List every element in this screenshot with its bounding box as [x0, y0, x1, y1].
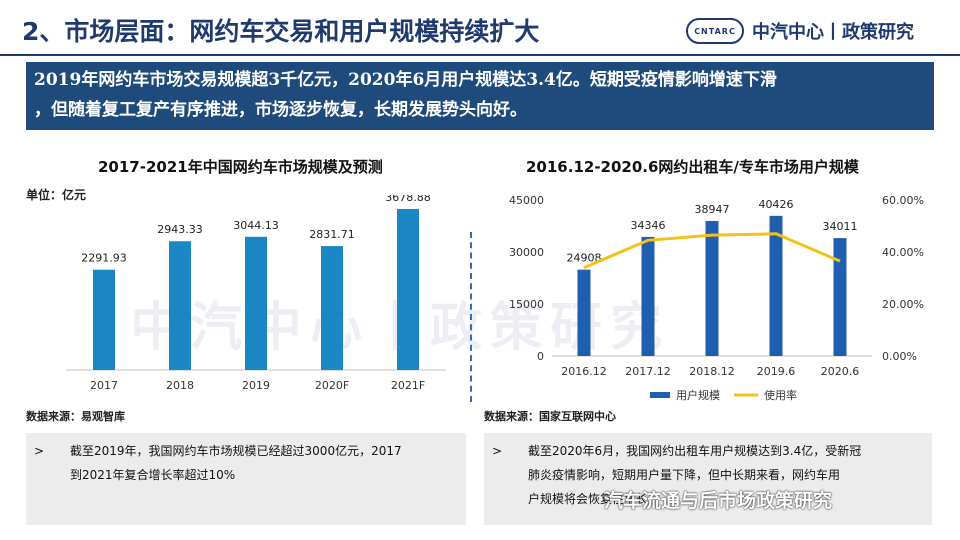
left-x-tick-label: 2017: [90, 379, 118, 392]
right-bar: [833, 238, 847, 356]
right-right-y-tick-label: 60.00%: [882, 194, 924, 207]
right-bar: [705, 220, 719, 356]
left-bar-value-label: 2831.71: [309, 228, 355, 241]
legend-line-label: 使用率: [764, 388, 797, 402]
left-bar-chart: 2291.93 2017 2943.33 2018 3044.13 2019 2831.71…: [66, 195, 446, 392]
left-chart-source: 数据来源：易观智库: [26, 410, 125, 423]
legend-bar-swatch-icon: [650, 392, 670, 398]
right-left-y-tick-label: 30000: [509, 246, 544, 259]
right-x-tick-label: 2019.6: [757, 365, 796, 378]
summary-line-1: 2019年网约车市场交易规模超3千亿元，2020年6月用户规模达3.4亿。短期受…: [34, 70, 777, 90]
left-bar: [321, 246, 343, 370]
left-x-tick-label: 2021F: [391, 379, 425, 392]
right-usage-rate-line: [583, 232, 841, 269]
header-divider: [0, 54, 960, 56]
right-chart-source: 数据来源：国家互联网中心: [484, 410, 616, 423]
left-chart-unit: 单位：亿元: [26, 188, 87, 202]
right-left-y-tick-label: 45000: [509, 194, 544, 207]
left-bar-value-label: 3678.88: [385, 195, 431, 204]
right-combo-chart: 0 15000 30000 45000 0.00% 20.00% 40.00% 60.00% 2…: [509, 194, 924, 402]
right-x-tick-label: 2016.12: [561, 365, 607, 378]
right-x-tick-label: 2020.6: [821, 365, 860, 378]
right-right-y-tick-label: 40.00%: [882, 246, 924, 259]
right-note-line-3: 户规模将会恢复性增长: [528, 492, 649, 506]
left-note-line-2: 到2021年复合增长率超过10%: [70, 468, 236, 482]
right-note-line-1: 截至2020年6月，我国网约出租车用户规模达到3.4亿，受新冠: [528, 444, 862, 458]
right-bar: [577, 269, 591, 356]
left-x-tick-label: 2019: [242, 379, 270, 392]
left-x-tick-label: 2018: [166, 379, 194, 392]
left-x-tick-label: 2020F: [315, 379, 349, 392]
summary-line-2: ，但随着复工复产有序推进，市场逐步恢复，长期发展势头向好。: [34, 100, 527, 120]
left-bar: [245, 236, 267, 370]
left-note-box: > 截至2019年，我国网约车市场规模已经超过3000亿元，2017 到2021…: [26, 433, 466, 525]
left-bar: [93, 269, 115, 370]
right-left-y-tick-label: 0: [537, 350, 544, 363]
summary-banner: 2019年网约车市场交易规模超3千亿元，2020年6月用户规模达3.4亿。短期受…: [26, 62, 934, 130]
brand-logo: CNTARC 中汽中心丨政策研究: [686, 18, 914, 44]
right-x-tick-label: 2018.12: [689, 365, 735, 378]
right-note-line-2: 肺炎疫情影响，短期用户量下降，但中长期来看，网约车用: [528, 468, 841, 482]
right-right-y-tick-label: 0.00%: [882, 350, 917, 363]
left-note-line-1: 截至2019年，我国网约车市场规模已经超过3000亿元，2017: [70, 444, 402, 458]
right-right-y-tick-label: 20.00%: [882, 298, 924, 311]
left-note-bullet-icon: >: [34, 444, 45, 458]
right-chart-title: 2016.12-2020.6网约出租车/专车市场用户规模: [526, 158, 859, 176]
right-note-box: > 截至2020年6月，我国网约出租车用户规模达到3.4亿，受新冠 肺炎疫情影响…: [484, 433, 932, 525]
page-title: 2、市场层面：网约车交易和用户规模持续扩大: [22, 17, 540, 46]
logo-text: 中汽中心丨政策研究: [752, 22, 914, 43]
left-bar: [397, 209, 419, 370]
logo-badge-icon: CNTARC: [686, 18, 744, 44]
left-bar-value-label: 2291.93: [81, 252, 127, 265]
wechat-account-watermark: 汽车流通与后市场政策研究: [604, 490, 833, 512]
left-bar-value-label: 2943.33: [157, 223, 203, 236]
left-bar-value-label: 3044.13: [233, 219, 279, 232]
legend-bar-label: 用户规模: [676, 388, 720, 402]
right-note-bullet-icon: >: [492, 444, 503, 458]
right-bar: [769, 215, 783, 356]
left-bar: [169, 241, 191, 370]
left-chart-title: 2017-2021年中国网约车市场规模及预测: [98, 158, 383, 176]
right-left-y-tick-label: 15000: [509, 298, 544, 311]
right-bar-value-label: 24908: [567, 252, 602, 265]
right-x-tick-label: 2017.12: [625, 365, 671, 378]
right-bar-value-label: 40426: [759, 198, 794, 211]
right-bar-value-label: 34346: [631, 219, 666, 232]
right-bar: [641, 236, 655, 356]
chart-divider: [470, 232, 472, 402]
right-bar-value-label: 34011: [823, 220, 858, 233]
right-bar-value-label: 38947: [695, 203, 730, 216]
